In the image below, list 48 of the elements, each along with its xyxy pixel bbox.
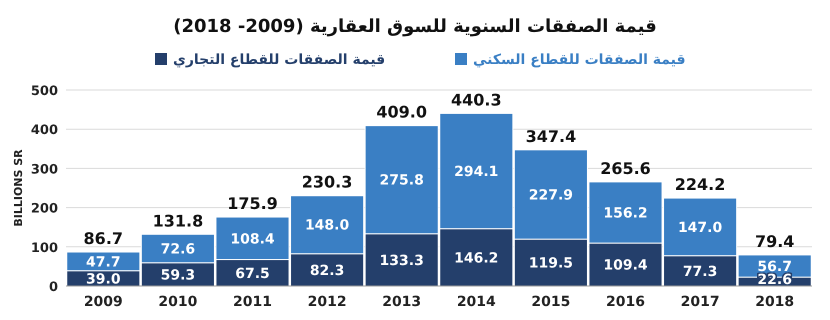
data-label: 109.4	[603, 258, 648, 274]
x-tick-label: 2013	[382, 294, 422, 310]
total-label: 265.6	[600, 158, 651, 178]
data-label: 275.8	[380, 172, 424, 189]
data-label: 77.3	[682, 264, 718, 280]
x-tick-label: 2010	[158, 294, 198, 310]
y-tick-label: 100	[30, 240, 58, 256]
data-label: 39.0	[86, 271, 121, 288]
legend-label: قيمة الصفقات للقطاع السكني	[473, 52, 686, 68]
total-label: 224.2	[674, 175, 726, 194]
data-label: 72.6	[160, 242, 196, 258]
x-tick-label: 2009	[84, 294, 123, 310]
y-tick-label: 300	[30, 162, 58, 178]
data-label: 148.0	[304, 218, 350, 234]
total-label: 230.3	[302, 172, 352, 192]
data-label: 146.2	[454, 250, 498, 266]
data-label: 119.5	[528, 256, 574, 272]
y-tick-label: 200	[30, 202, 58, 217]
y-tick-label: 500	[30, 84, 58, 99]
data-label: 47.7	[86, 254, 121, 270]
x-tick-label: 2012	[308, 294, 347, 310]
total-label: 440.3	[450, 90, 502, 110]
x-tick-label: 2016	[606, 294, 645, 310]
data-label: 156.2	[603, 206, 648, 222]
total-label: 175.9	[227, 194, 278, 214]
x-tick-label: 2011	[233, 294, 272, 310]
data-label: 108.4	[230, 231, 275, 248]
total-label: 86.7	[84, 229, 124, 248]
x-tick-label: 2018	[755, 294, 794, 310]
x-tick-label: 2017	[680, 294, 720, 310]
x-tick-label: 2015	[531, 294, 570, 310]
chart-title: قيمة الصفقات السنوية للسوق العقارية (2009- 2018)	[173, 16, 657, 37]
y-tick-label: 0	[48, 280, 58, 295]
data-label: 294.1	[454, 164, 498, 180]
total-label: 409.0	[376, 102, 428, 122]
data-label: 227.9	[528, 187, 574, 204]
data-label: 82.3	[310, 262, 344, 279]
data-label: 133.3	[380, 252, 424, 269]
data-label: 67.5	[235, 266, 270, 282]
y-axis-title: BILLIONS SR	[12, 148, 25, 227]
x-tick-label: 2014	[456, 294, 496, 310]
data-label: 59.3	[160, 267, 196, 284]
total-label: 347.4	[526, 126, 576, 146]
total-label: 131.8	[152, 211, 204, 230]
legend-label: قيمة الصفقات للقطاع التجاري	[173, 52, 386, 68]
total-label: 79.4	[754, 232, 794, 251]
y-tick-label: 400	[30, 123, 58, 138]
data-label: 147.0	[678, 220, 722, 236]
